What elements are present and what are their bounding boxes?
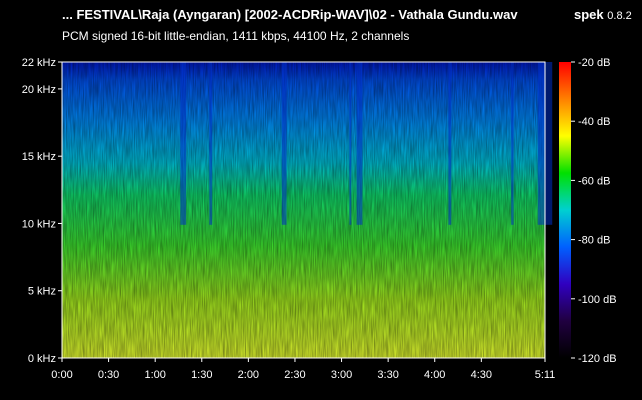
y-tick-label: 0 kHz (28, 353, 56, 365)
spectrogram-dip (180, 62, 187, 225)
colorbar-axis: -20 dB -40 dB -60 dB -80 dB -100 dB -120 dB (571, 57, 617, 365)
spectrogram-dip (448, 62, 452, 225)
y-tick-label: 15 kHz (22, 151, 56, 163)
app-version: 0.8.2 (607, 10, 632, 22)
audio-info: PCM signed 16-bit little-endian, 1411 kb… (62, 29, 410, 43)
spectrogram-dip (281, 62, 287, 225)
spectrogram-plot (61, 61, 553, 359)
y-tick-label: 5 kHz (28, 286, 56, 298)
spectrogram-dip (349, 62, 352, 225)
colorbar (559, 62, 571, 358)
x-tick-label: 2:30 (284, 369, 305, 381)
x-tick-label: 1:30 (191, 369, 212, 381)
spectrogram-dip (511, 62, 514, 225)
x-axis: 0:00 0:30 1:00 1:30 2:00 2:30 3:00 3:30 4:00 4:30… (51, 358, 555, 381)
y-axis: 0 kHz 5 kHz 10 kHz 15 kHz 20 kHz 22 kHz (22, 57, 62, 365)
y-tick-label: 22 kHz (22, 57, 56, 69)
x-tick-label: 3:00 (331, 369, 352, 381)
colorbar-tick-label: -40 dB (578, 116, 610, 128)
spectrogram-dip (356, 62, 363, 225)
spectrogram-texture (62, 62, 545, 358)
app-brand: spek 0.8.2 (574, 7, 632, 22)
app-name: spek (574, 7, 604, 22)
y-tick-label: 20 kHz (22, 84, 56, 96)
colorbar-tick-label: -120 dB (578, 353, 617, 365)
x-tick-label: 5:11 (535, 369, 556, 381)
x-tick-label: 1:00 (144, 369, 165, 381)
y-tick-label: 10 kHz (22, 218, 56, 230)
colorbar-tick-label: -80 dB (578, 235, 610, 247)
x-tick-label: 0:00 (51, 369, 72, 381)
spectrogram-dips (180, 62, 553, 225)
x-tick-label: 4:30 (471, 369, 492, 381)
x-tick-label: 4:00 (424, 369, 445, 381)
colorbar-tick-label: -60 dB (578, 175, 610, 187)
colorbar-gradient (559, 62, 571, 358)
colorbar-tick-label: -100 dB (578, 294, 617, 306)
x-tick-label: 3:30 (377, 369, 398, 381)
x-tick-label: 2:00 (238, 369, 259, 381)
file-title: ... FESTIVAL\Raja (Ayngaran) [2002-ACDRi… (62, 7, 518, 22)
spectrogram-frame (61, 61, 546, 359)
spectrogram-dip (209, 62, 213, 225)
x-tick-label: 0:30 (98, 369, 119, 381)
colorbar-tick-label: -20 dB (578, 57, 610, 69)
